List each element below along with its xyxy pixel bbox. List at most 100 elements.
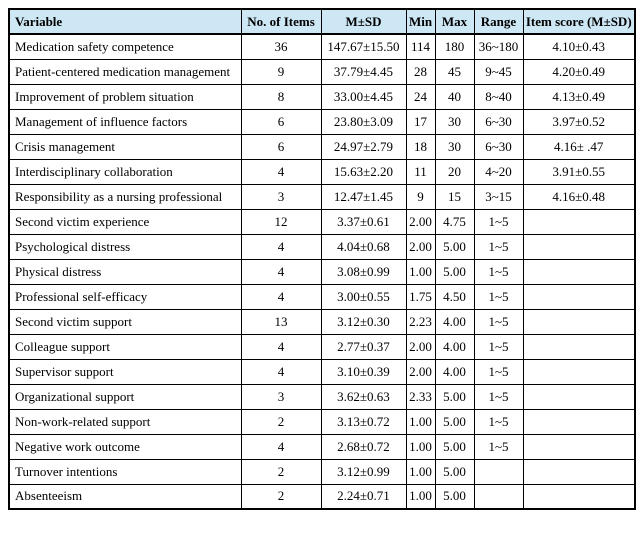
cell-item-score [522,333,636,360]
cell-max: 15 [434,183,475,210]
cell-min: 1.00 [405,433,436,460]
table-row: Colleague support 4 2.77±0.37 2.00 4.00 1~5 [8,333,636,360]
cell-items: 13 [240,308,322,335]
cell-msd: 24.97±2.79 [320,133,407,160]
cell-min: 1.00 [405,258,436,285]
cell-msd: 4.04±0.68 [320,233,407,260]
cell-range: 1~5 [473,233,524,260]
cell-range: 8~40 [473,83,524,110]
cell-msd: 2.77±0.37 [320,333,407,360]
cell-variable: Medication safety competence [8,33,242,60]
cell-max: 4.50 [434,283,475,310]
cell-variable: Colleague support [8,333,242,360]
cell-range: 1~5 [473,308,524,335]
cell-min: 11 [405,158,436,185]
cell-items: 3 [240,183,322,210]
cell-variable: Negative work outcome [8,433,242,460]
cell-item-score [522,433,636,460]
cell-items: 4 [240,433,322,460]
column-header-range: Range [473,8,524,35]
cell-item-score [522,208,636,235]
table-row: Physical distress 4 3.08±0.99 1.00 5.00 1~5 [8,258,636,285]
cell-msd: 3.08±0.99 [320,258,407,285]
cell-variable: Absenteeism [8,483,242,510]
cell-min: 1.00 [405,483,436,510]
cell-range: 1~5 [473,358,524,385]
cell-max: 30 [434,133,475,160]
cell-msd: 3.10±0.39 [320,358,407,385]
cell-range: 1~5 [473,433,524,460]
table-row: Responsibility as a nursing professional… [8,183,636,210]
cell-min: 24 [405,83,436,110]
column-header-msd: M±SD [320,8,407,35]
cell-item-score [522,383,636,410]
cell-variable: Patient-centered medication management [8,58,242,85]
cell-variable: Second victim experience [8,208,242,235]
cell-msd: 3.62±0.63 [320,383,407,410]
cell-variable: Psychological distress [8,233,242,260]
cell-min: 18 [405,133,436,160]
cell-variable: Non-work-related support [8,408,242,435]
cell-msd: 12.47±1.45 [320,183,407,210]
cell-max: 5.00 [434,408,475,435]
cell-variable: Interdisciplinary collaboration [8,158,242,185]
cell-items: 4 [240,158,322,185]
cell-item-score: 4.20±0.49 [522,58,636,85]
cell-item-score: 4.10±0.43 [522,33,636,60]
cell-items: 6 [240,133,322,160]
cell-min: 2.23 [405,308,436,335]
cell-min: 2.00 [405,233,436,260]
cell-items: 8 [240,83,322,110]
table-row: Crisis management 6 24.97±2.79 18 30 6~30 4.16… [8,133,636,160]
cell-range: 1~5 [473,333,524,360]
cell-min: 1.00 [405,458,436,485]
cell-range: 1~5 [473,408,524,435]
column-header-item-score: Item score (M±SD) [522,8,636,35]
cell-min: 2.33 [405,383,436,410]
cell-max: 20 [434,158,475,185]
table-row: Negative work outcome 4 2.68±0.72 1.00 5.00 1… [8,433,636,460]
cell-items: 4 [240,358,322,385]
cell-item-score: 4.16±0.48 [522,183,636,210]
cell-msd: 37.79±4.45 [320,58,407,85]
cell-range: 4~20 [473,158,524,185]
table-row: Improvement of problem situation 8 33.00±4… [8,83,636,110]
cell-max: 5.00 [434,433,475,460]
cell-max: 4.00 [434,308,475,335]
cell-items: 4 [240,283,322,310]
cell-items: 4 [240,333,322,360]
cell-min: 2.00 [405,208,436,235]
cell-items: 3 [240,383,322,410]
cell-max: 30 [434,108,475,135]
cell-items: 6 [240,108,322,135]
cell-max: 40 [434,83,475,110]
cell-variable: Organizational support [8,383,242,410]
cell-range [473,483,524,510]
cell-item-score [522,308,636,335]
table-row: Management of influence factors 6 23.80±3.… [8,108,636,135]
cell-max: 4.00 [434,358,475,385]
cell-min: 1.00 [405,408,436,435]
cell-msd: 33.00±4.45 [320,83,407,110]
cell-range: 9~45 [473,58,524,85]
cell-msd: 3.13±0.72 [320,408,407,435]
cell-items: 4 [240,258,322,285]
cell-item-score [522,458,636,485]
statistics-table-container: Variable No. of Items M±SD Min Max Range… [8,8,636,510]
cell-max: 45 [434,58,475,85]
cell-variable: Second victim support [8,308,242,335]
cell-items: 36 [240,33,322,60]
cell-min: 28 [405,58,436,85]
cell-item-score: 4.13±0.49 [522,83,636,110]
cell-items: 12 [240,208,322,235]
cell-max: 180 [434,33,475,60]
table-row: Non-work-related support 2 3.13±0.72 1.00 5.… [8,408,636,435]
cell-variable: Professional self-efficacy [8,283,242,310]
table-row: Absenteeism 2 2.24±0.71 1.00 5.00 [8,483,636,510]
cell-item-score [522,358,636,385]
cell-msd: 23.80±3.09 [320,108,407,135]
table-row: Second victim experience 12 3.37±0.61 2.00 4… [8,208,636,235]
table-row: Supervisor support 4 3.10±0.39 2.00 4.00 1~5 [8,358,636,385]
cell-max: 5.00 [434,483,475,510]
cell-min: 1.75 [405,283,436,310]
